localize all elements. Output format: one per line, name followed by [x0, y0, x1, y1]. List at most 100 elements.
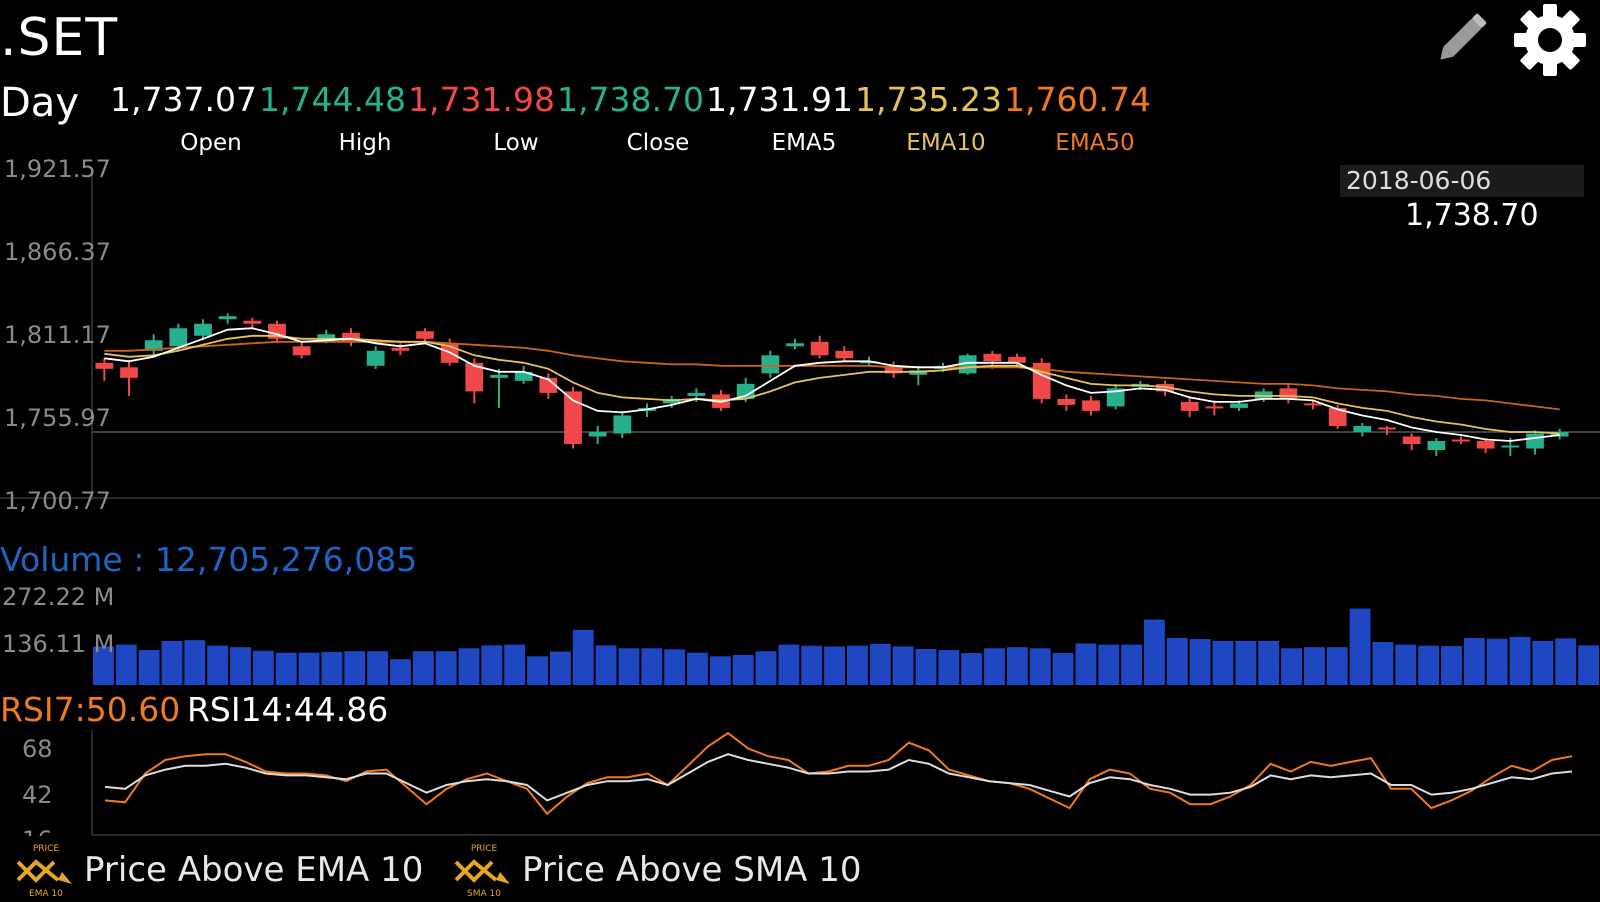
signal-icon-bottom-text: EMA 10	[29, 889, 63, 898]
volume-bar	[1395, 644, 1417, 685]
candle-body	[1526, 433, 1544, 449]
volume-bar	[572, 629, 594, 685]
volume-bar	[1509, 636, 1531, 685]
volume-chart[interactable]	[0, 585, 1600, 685]
candle-body	[1279, 388, 1298, 399]
volume-bar	[1532, 640, 1554, 685]
open-value: 1,737.07	[110, 80, 257, 119]
volume-bar	[458, 648, 480, 685]
candle-body	[292, 346, 311, 356]
volume-bar	[481, 645, 503, 685]
volume-bar	[1121, 644, 1143, 685]
signal-text-sma[interactable]: Price Above SMA 10	[522, 850, 862, 890]
candle-body	[1230, 403, 1248, 408]
candle-body	[588, 431, 607, 437]
candle-body	[1082, 400, 1100, 411]
candle-body	[1452, 439, 1470, 442]
candle-body	[613, 415, 632, 434]
candle-body	[391, 347, 410, 351]
volume-bar	[1349, 608, 1371, 685]
candle-body	[539, 377, 558, 393]
volume-bar	[1372, 642, 1394, 685]
signal-icon-bottom-text: SMA 10	[467, 889, 501, 898]
volume-bar	[1075, 643, 1097, 685]
volume-bar	[1189, 639, 1211, 685]
price-cross-ema-icon[interactable]: PRICE EMA 10	[14, 842, 78, 899]
open-label: Open	[180, 130, 242, 156]
candle-body	[1378, 427, 1396, 430]
signal-text-ema[interactable]: Price Above EMA 10	[84, 850, 424, 890]
candle-body	[317, 334, 336, 341]
signal-icon-top-text: PRICE	[33, 844, 60, 854]
volume-bar	[230, 647, 251, 685]
volume-bar	[504, 644, 526, 685]
candle-body	[1501, 445, 1520, 448]
low-label: Low	[493, 130, 539, 156]
candle-body	[465, 362, 484, 392]
volume-bar	[1098, 644, 1120, 685]
candle-body	[243, 320, 262, 324]
volume-bar	[824, 646, 845, 685]
candle-body	[1180, 401, 1199, 411]
volume-bar	[115, 644, 137, 685]
volume-bar	[687, 652, 708, 685]
volume-bar	[1486, 638, 1508, 685]
candle-body	[1205, 406, 1224, 409]
volume-bar	[732, 654, 754, 685]
candle-body	[366, 350, 385, 366]
candle-body	[810, 341, 829, 356]
volume-bar	[938, 650, 960, 685]
volume-bar	[915, 648, 937, 685]
rsi-chart[interactable]	[0, 730, 1600, 840]
volume-bar	[1166, 637, 1188, 685]
ema5-line	[104, 327, 1560, 442]
volume-bar	[1578, 645, 1599, 685]
rsi-tick: 68	[22, 735, 53, 763]
volume-bar	[321, 651, 343, 685]
candle-body	[1353, 425, 1372, 432]
volume-bar	[93, 646, 114, 685]
volume-bar	[527, 656, 548, 685]
price-cross-sma-icon[interactable]: PRICE SMA 10	[452, 842, 516, 899]
price-chart[interactable]	[0, 160, 1600, 505]
candle-body	[1427, 441, 1446, 451]
rsi14-label: RSI14:44.86	[187, 690, 389, 729]
volume-bar	[344, 651, 366, 685]
high-label: High	[338, 130, 392, 156]
price-tick: 1,700.77	[4, 487, 111, 515]
candle-body	[490, 374, 508, 378]
candle-body	[835, 350, 854, 359]
volume-bar	[367, 651, 389, 685]
pencil-icon[interactable]	[1428, 6, 1498, 68]
volume-bar	[1052, 653, 1074, 685]
volume-bar	[161, 640, 183, 685]
volume-bar	[252, 650, 274, 685]
volume-bar	[207, 645, 229, 685]
crosshair-value: 1,738.70	[1405, 198, 1539, 233]
close-value: 1,738.70	[557, 80, 704, 119]
candle-body	[1402, 436, 1421, 445]
candle-body	[514, 371, 533, 381]
period-selector[interactable]: Day	[0, 80, 79, 126]
candle-body	[144, 340, 163, 351]
ema10-value: 1,735.23	[855, 80, 1002, 119]
candle-body	[120, 367, 138, 378]
candle-body	[860, 361, 878, 364]
volume-bar	[778, 644, 800, 685]
gear-icon[interactable]	[1512, 2, 1588, 78]
candle-body	[218, 316, 237, 320]
candle-body	[736, 383, 755, 399]
volume-bar	[1144, 619, 1165, 685]
candle-body	[169, 328, 188, 347]
price-tick: 1,866.37	[4, 238, 111, 266]
rsi7-label: RSI7:50.60	[0, 690, 181, 729]
volume-bar	[1303, 647, 1325, 685]
volume-bar	[1441, 646, 1462, 685]
volume-bar	[755, 651, 777, 685]
candle-body	[95, 362, 114, 369]
volume-bar	[1029, 648, 1051, 685]
volume-bar	[664, 649, 686, 685]
rsi7-line	[104, 731, 1573, 816]
ema50-label: EMA50	[1055, 130, 1135, 156]
volume-label: Volume : 12,705,276,085	[0, 540, 418, 579]
